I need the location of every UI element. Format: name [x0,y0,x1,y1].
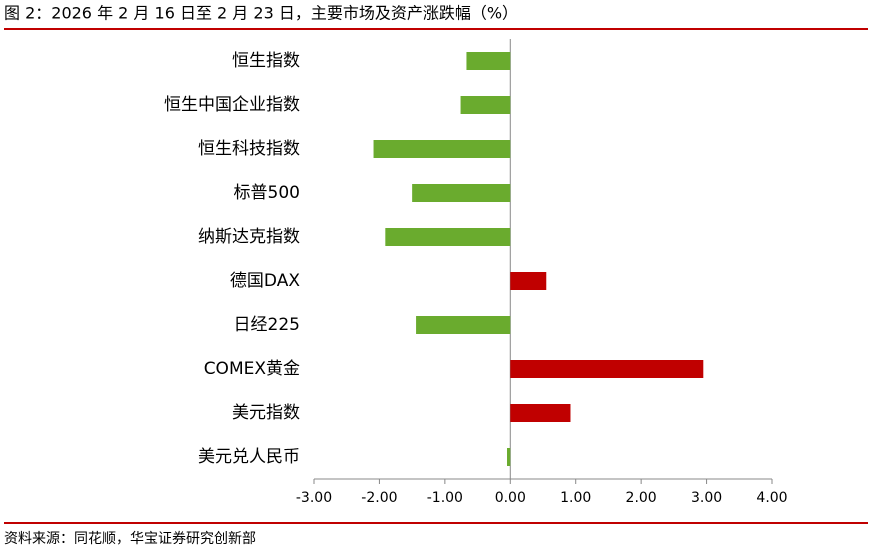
bar [507,448,511,466]
bar [510,404,571,422]
bar [385,228,511,246]
source-note: 资料来源：同花顺，华宝证券研究创新部 [4,531,256,547]
x-tick-label: 1.00 [560,490,591,506]
bar [510,360,704,378]
bar [373,140,511,158]
chart-title: 图 2：2026 年 2 月 16 日至 2 月 23 日，主要市场及资产涨跌幅… [4,4,518,23]
x-tick-label: 3.00 [691,490,722,506]
y-tick-label: 纳斯达克指数 [198,227,300,247]
y-tick-label: 美元指数 [232,403,300,423]
y-tick-label: 标普500 [234,183,300,203]
x-tick-label: -3.00 [296,490,332,506]
bar [510,272,547,290]
x-tick-label: -1.00 [427,490,463,506]
y-tick-label: 德国DAX [230,271,300,291]
bar [412,184,511,202]
bar [466,52,511,70]
y-tick-label: 恒生指数 [232,51,300,71]
bar [460,96,511,114]
x-tick-label: 0.00 [495,490,526,506]
y-tick-label: COMEX黄金 [204,359,300,379]
x-tick-label: 2.00 [626,490,657,506]
y-tick-label: 恒生科技指数 [198,139,300,159]
bar [416,316,511,334]
x-tick-label: -2.00 [361,490,397,506]
y-tick-label: 日经225 [234,315,300,335]
x-tick-label: 4.00 [756,490,787,506]
y-tick-label: 恒生中国企业指数 [164,95,300,115]
y-tick-label: 美元兑人民币 [198,447,300,467]
